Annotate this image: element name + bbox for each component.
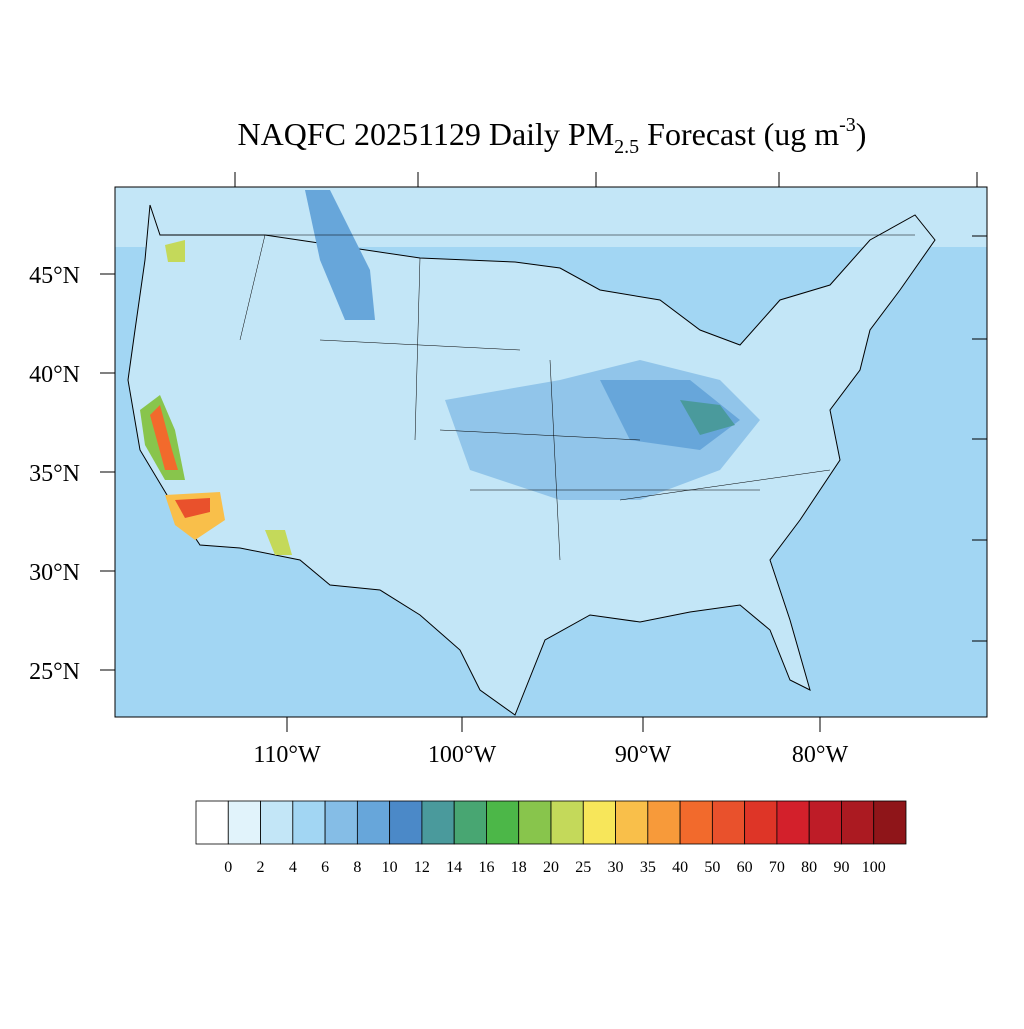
title-prefix: NAQFC 20251129 Daily PM xyxy=(238,116,615,152)
colorbar-swatch xyxy=(292,800,326,845)
lat-label: 25°N xyxy=(29,659,80,685)
haze-core xyxy=(680,400,735,435)
colorbar: 0 2 4 6 8 10 12 14 16 18 20 25 30 35 40 50 60 70 80 90 100 xyxy=(195,800,907,876)
colorbar-swatch xyxy=(356,800,391,845)
map-ticks xyxy=(100,172,987,732)
colorbar-label: 50 xyxy=(704,859,720,876)
colorbar-swatch xyxy=(324,800,358,845)
colorbar-swatch xyxy=(518,800,552,845)
lon-label: 100°W xyxy=(428,742,497,768)
map xyxy=(115,187,987,717)
colorbar-swatch xyxy=(227,800,261,845)
title-middle: Forecast (ug m xyxy=(647,116,839,152)
hotspot-az xyxy=(265,530,292,555)
map-frame xyxy=(114,186,988,718)
colorbar-label: 12 xyxy=(414,859,430,876)
title-suffix: ) xyxy=(856,116,867,152)
colorbar-label: 6 xyxy=(321,859,329,876)
haze-montana xyxy=(305,190,375,320)
lat-label: 30°N xyxy=(29,560,80,586)
colorbar-label: 14 xyxy=(446,859,462,876)
colorbar-label: 8 xyxy=(353,859,361,876)
colorbar-swatch xyxy=(486,800,520,845)
lon-label: 80°W xyxy=(792,742,849,768)
colorbar-label: 90 xyxy=(833,859,849,876)
colorbar-label: 30 xyxy=(608,859,624,876)
colorbar-swatch xyxy=(453,800,487,845)
colorbar-swatch xyxy=(389,800,423,845)
colorbar-swatch xyxy=(647,800,681,845)
colorbar-swatch xyxy=(808,800,842,845)
colorbar-label: 25 xyxy=(575,859,591,876)
colorbar-label: 20 xyxy=(543,859,559,876)
colorbar-label: 10 xyxy=(382,859,398,876)
labels: 45°N 40°N 35°N 30°N 25°N 110°W 100°W 90°W 80°W xyxy=(29,263,848,768)
colorbar-swatch xyxy=(550,800,584,845)
title-superscript: -3 xyxy=(839,114,856,136)
colorbar-swatch xyxy=(615,800,649,845)
colorbar-label: 16 xyxy=(478,859,494,876)
title-subscript: 2.5 xyxy=(614,136,639,158)
colorbar-label: 40 xyxy=(672,859,688,876)
hotspot-wa xyxy=(165,240,185,262)
lat-label: 35°N xyxy=(29,461,80,487)
colorbar-swatch xyxy=(776,800,810,845)
colorbar-swatch xyxy=(679,800,713,845)
colorbar-swatch xyxy=(260,800,294,845)
lat-label: 45°N xyxy=(29,263,80,289)
colorbar-label: 35 xyxy=(640,859,656,876)
colorbar-label: 18 xyxy=(511,859,527,876)
colorbar-swatch xyxy=(195,800,229,845)
colorbar-label: 80 xyxy=(801,859,817,876)
hotspot-la-core xyxy=(175,498,210,518)
colorbar-label: 60 xyxy=(737,859,753,876)
colorbar-swatch xyxy=(582,800,616,845)
colorbar-swatch xyxy=(711,800,746,845)
colorbar-swatch xyxy=(421,800,455,845)
hotspot-ca-core xyxy=(150,405,178,470)
colorbar-label: 0 xyxy=(224,859,232,876)
colorbar-swatch xyxy=(841,800,875,845)
state-lines xyxy=(160,234,915,561)
colorbar-swatch xyxy=(744,800,778,845)
colorbar-label: 70 xyxy=(769,859,785,876)
colorbar-swatch xyxy=(873,800,907,845)
lon-label: 110°W xyxy=(253,742,321,768)
lat-label: 40°N xyxy=(29,362,80,388)
title: NAQFC 20251129 Daily PM2.5 Forecast (ug m… xyxy=(238,114,867,158)
lon-label: 90°W xyxy=(615,742,672,768)
colorbar-label: 100 xyxy=(862,859,886,876)
colorbar-label: 4 xyxy=(289,859,297,876)
colorbar-label: 2 xyxy=(257,859,265,876)
